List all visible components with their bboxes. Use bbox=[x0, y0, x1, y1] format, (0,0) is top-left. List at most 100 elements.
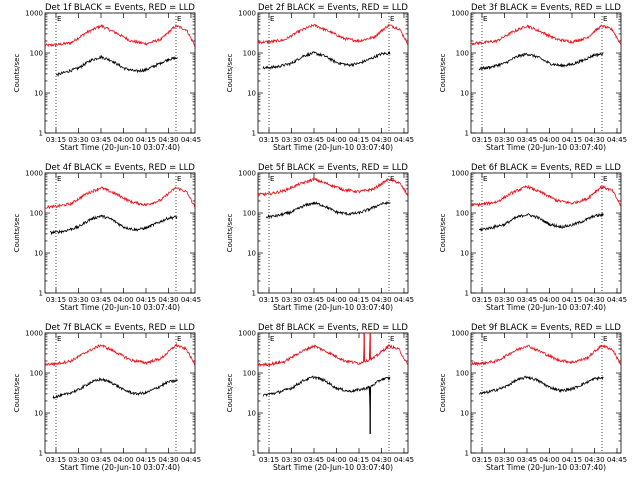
time-marker-label: E bbox=[483, 15, 487, 23]
events-series-line bbox=[478, 212, 604, 233]
x-tick-label: 03:45 bbox=[304, 136, 324, 144]
y-tick-label: 100 bbox=[456, 50, 469, 58]
x-tick-label: 04:30 bbox=[371, 456, 391, 464]
panel-title: Det 5f BLACK = Events, RED = LLD bbox=[258, 163, 408, 173]
lld-series-line bbox=[257, 177, 409, 197]
events-series-line bbox=[52, 377, 178, 400]
x-tick-label: 03:30 bbox=[281, 456, 301, 464]
y-tick-label: 10 bbox=[34, 90, 43, 98]
events-series-line bbox=[262, 375, 391, 418]
detector-panel-4: Det 4f BLACK = Events, RED = LLD 1 10 100 10… bbox=[13, 163, 201, 312]
x-tick-label: 03:15 bbox=[259, 456, 279, 464]
x-tick-label: 03:15 bbox=[259, 136, 279, 144]
time-marker-label: E bbox=[270, 15, 274, 23]
time-marker-label: E bbox=[177, 335, 181, 343]
time-marker-label: E bbox=[270, 335, 274, 343]
time-marker-label: E bbox=[390, 15, 394, 23]
x-tick-label: 04:45 bbox=[394, 136, 414, 144]
y-tick-label: 10 bbox=[460, 90, 469, 98]
x-tick-label: 04:45 bbox=[607, 296, 627, 304]
x-tick-label: 04:45 bbox=[607, 456, 627, 464]
x-tick-label: 03:30 bbox=[494, 456, 514, 464]
x-tick-label: 04:45 bbox=[181, 136, 201, 144]
time-marker-label: E bbox=[57, 335, 61, 343]
time-marker-label: E bbox=[177, 175, 181, 183]
events-series-line bbox=[478, 375, 604, 395]
detector-panel-1: Det 1f BLACK = Events, RED = LLD 1 10 100 10… bbox=[13, 3, 201, 152]
plot-frame bbox=[257, 172, 409, 294]
x-tick-label: 04:15 bbox=[136, 136, 156, 144]
plot-frame bbox=[470, 12, 622, 134]
y-tick-label: 1 bbox=[39, 450, 43, 458]
y-tick-label: 1 bbox=[252, 450, 256, 458]
x-tick-label: 04:30 bbox=[371, 136, 391, 144]
events-series-line bbox=[262, 50, 391, 70]
x-tick-label: 04:00 bbox=[539, 456, 559, 464]
y-axis-label: Counts/sec bbox=[13, 54, 21, 93]
x-axis-label: Start Time (20-Jun-10 03:07:40) bbox=[60, 463, 180, 472]
lld-series-line bbox=[44, 342, 196, 367]
time-marker-label: E bbox=[483, 175, 487, 183]
time-marker-label: E bbox=[483, 335, 487, 343]
y-tick-label: 1000 bbox=[25, 170, 43, 178]
y-axis-label: Counts/sec bbox=[13, 374, 21, 413]
x-tick-label: 03:30 bbox=[281, 136, 301, 144]
y-tick-label: 1000 bbox=[238, 330, 256, 338]
time-marker-label: E bbox=[390, 335, 394, 343]
y-tick-label: 10 bbox=[247, 90, 256, 98]
x-axis-label: Start Time (20-Jun-10 03:07:40) bbox=[486, 303, 606, 312]
y-tick-label: 1 bbox=[252, 130, 256, 138]
y-axis-label: Counts/sec bbox=[439, 374, 447, 413]
y-tick-label: 100 bbox=[456, 210, 469, 218]
panel-title: Det 3f BLACK = Events, RED = LLD bbox=[471, 3, 621, 13]
x-axis-label: Start Time (20-Jun-10 03:07:40) bbox=[486, 143, 606, 152]
detector-panel-2: Det 2f BLACK = Events, RED = LLD 1 10 100 10… bbox=[226, 3, 414, 152]
panel-title: Det 9f BLACK = Events, RED = LLD bbox=[471, 323, 621, 333]
y-tick-label: 10 bbox=[34, 250, 43, 258]
x-tick-label: 03:30 bbox=[281, 296, 301, 304]
y-tick-label: 100 bbox=[30, 370, 43, 378]
events-series-line bbox=[478, 52, 604, 71]
x-axis-label: Start Time (20-Jun-10 03:07:40) bbox=[273, 143, 393, 152]
y-tick-label: 1000 bbox=[25, 10, 43, 18]
x-tick-label: 03:15 bbox=[46, 296, 66, 304]
lld-series-line bbox=[44, 186, 196, 209]
x-tick-label: 03:15 bbox=[472, 136, 492, 144]
y-tick-label: 100 bbox=[243, 210, 256, 218]
time-marker-label: E bbox=[603, 15, 607, 23]
x-tick-label: 04:45 bbox=[181, 456, 201, 464]
x-tick-label: 03:15 bbox=[472, 456, 492, 464]
y-axis-label: Counts/sec bbox=[226, 54, 234, 93]
y-tick-label: 1 bbox=[465, 290, 469, 298]
x-tick-label: 04:30 bbox=[584, 136, 604, 144]
x-axis-label: Start Time (20-Jun-10 03:07:40) bbox=[273, 463, 393, 472]
detector-panel-9: Det 9f BLACK = Events, RED = LLD 1 10 100 10… bbox=[439, 323, 627, 472]
time-marker-label: E bbox=[390, 175, 394, 183]
time-marker-label: E bbox=[177, 15, 181, 23]
y-tick-label: 100 bbox=[456, 370, 469, 378]
y-tick-label: 10 bbox=[34, 410, 43, 418]
x-tick-label: 03:15 bbox=[472, 296, 492, 304]
plot-frame bbox=[257, 12, 409, 134]
y-tick-label: 100 bbox=[243, 50, 256, 58]
x-tick-label: 04:15 bbox=[349, 136, 369, 144]
x-tick-label: 04:00 bbox=[113, 296, 133, 304]
detector-panel-7: Det 7f BLACK = Events, RED = LLD 1 10 100 10… bbox=[13, 323, 201, 472]
time-marker-label: E bbox=[603, 335, 607, 343]
detector-panel-8: Det 8f BLACK = Events, RED = LLD 1 10 100 10… bbox=[226, 323, 414, 472]
x-tick-label: 04:45 bbox=[181, 296, 201, 304]
plot-frame bbox=[257, 332, 409, 454]
x-tick-label: 03:30 bbox=[494, 136, 514, 144]
lld-series-line bbox=[257, 23, 408, 45]
y-tick-label: 1 bbox=[39, 130, 43, 138]
x-tick-label: 04:00 bbox=[113, 136, 133, 144]
x-tick-label: 03:45 bbox=[91, 456, 111, 464]
x-tick-label: 04:15 bbox=[136, 456, 156, 464]
x-tick-label: 04:00 bbox=[326, 296, 346, 304]
events-series-line bbox=[55, 54, 178, 77]
panel-title: Det 8f BLACK = Events, RED = LLD bbox=[258, 323, 408, 333]
y-tick-label: 10 bbox=[247, 410, 256, 418]
x-tick-label: 04:15 bbox=[562, 456, 582, 464]
x-tick-label: 04:00 bbox=[539, 296, 559, 304]
